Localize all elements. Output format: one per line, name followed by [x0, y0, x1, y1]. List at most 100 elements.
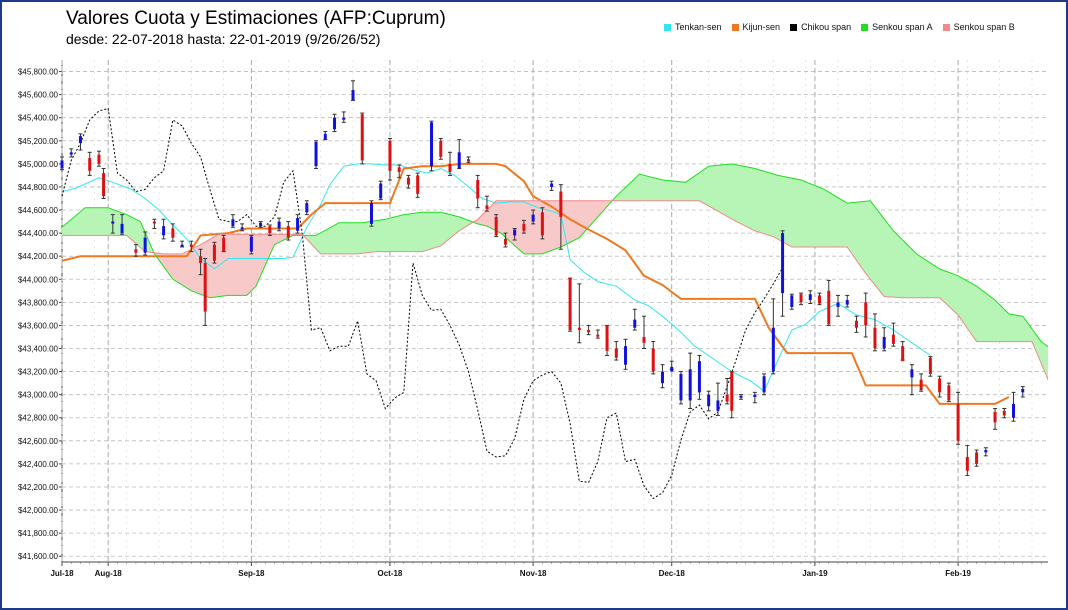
- kumo-cloud-segment: [648, 176, 654, 202]
- kumo-cloud-segment: [888, 223, 894, 298]
- candle-body: [771, 327, 775, 372]
- kumo-cloud-segment: [796, 178, 802, 248]
- candle-body: [531, 214, 535, 222]
- candle-body: [231, 219, 235, 227]
- kumo-cloud-segment: [343, 222, 349, 255]
- kumo-cloud-segment: [389, 216, 395, 252]
- candle-body: [559, 191, 563, 217]
- kumo-cloud-segment: [1008, 313, 1014, 342]
- candle-body: [854, 320, 858, 328]
- kumo-cloud-segment: [505, 200, 511, 243]
- candle-body: [388, 140, 392, 171]
- kumo-cloud-segment: [786, 176, 793, 248]
- kumo-cloud-segment: [89, 207, 95, 236]
- candle-body: [439, 140, 443, 157]
- candle-body: [476, 180, 480, 199]
- x-tick-label: Nov-18: [520, 569, 547, 578]
- candle-body: [993, 411, 997, 423]
- kumo-cloud-segment: [662, 179, 668, 202]
- kumo-cloud-segment: [348, 222, 354, 255]
- y-tick-label: $44,000.00: [18, 275, 59, 284]
- kumo-cloud-segment: [856, 201, 862, 268]
- candle-body: [171, 228, 175, 238]
- kumo-cloud-segment: [990, 295, 996, 342]
- candle-body: [928, 357, 932, 374]
- kumo-cloud-segment: [324, 227, 331, 255]
- candle-body: [550, 183, 554, 187]
- y-tick-label: $44,200.00: [18, 252, 59, 261]
- legend-item: Senkou span B: [942, 22, 1015, 32]
- kumo-cloud-segment: [939, 268, 945, 303]
- kumo-cloud-segment: [1045, 344, 1048, 381]
- kumo-cloud-segment: [334, 222, 340, 255]
- kumo-cloud-segment: [962, 277, 968, 330]
- kumo-cloud-segment: [773, 173, 779, 240]
- kumo-cloud-segment: [329, 224, 335, 255]
- candle-body: [416, 175, 420, 194]
- candle-body: [965, 456, 969, 471]
- kumo-cloud-segment: [883, 217, 890, 298]
- legend-item: Chikou span: [790, 22, 851, 32]
- candle-body: [670, 366, 674, 372]
- candle-body: [818, 295, 822, 304]
- legend-swatch: [861, 23, 869, 31]
- kumo-cloud-segment: [657, 178, 663, 202]
- kumo-cloud-segment: [957, 275, 964, 323]
- kumo-cloud-segment: [851, 201, 857, 262]
- candle-body: [975, 452, 979, 464]
- candle-body: [97, 154, 101, 164]
- kumo-cloud-segment: [528, 200, 534, 255]
- kumo-cloud-segment: [509, 200, 515, 247]
- kumo-cloud-segment: [823, 188, 830, 248]
- y-tick-label: $45,800.00: [18, 68, 59, 77]
- legend-item: Senkou span A: [861, 22, 933, 32]
- kumo-cloud-segment: [726, 163, 733, 220]
- kumo-cloud-segment: [837, 197, 843, 248]
- candle-body: [919, 379, 923, 391]
- kumo-cloud-segment: [1050, 349, 1055, 386]
- candle-body: [78, 136, 82, 144]
- x-tick-label: Sep-18: [238, 569, 265, 578]
- y-tick-label: $45,400.00: [18, 114, 59, 123]
- candle-body: [152, 221, 156, 224]
- kumo-cloud-segment: [994, 299, 1000, 342]
- y-tick-label: $41,800.00: [18, 529, 59, 538]
- kumo-cloud-segment: [380, 218, 386, 252]
- candle-body: [697, 361, 701, 393]
- kumo-cloud-segment: [763, 170, 770, 236]
- legend-label: Senkou span B: [953, 22, 1015, 32]
- kumo-cloud-segment: [980, 289, 987, 342]
- chart-legend: Tenkan-sen Kijun-sen Chikou span Senkou spa…: [664, 22, 1015, 32]
- candle-body: [180, 244, 184, 247]
- kumo-cloud-segment: [1017, 315, 1024, 342]
- kumo-cloud-segment: [338, 222, 345, 255]
- candle-body: [199, 256, 203, 264]
- kumo-cloud-segment: [232, 233, 238, 296]
- candle-body: [836, 302, 840, 307]
- candle-body: [1021, 388, 1025, 393]
- x-tick-label: Dec-18: [659, 569, 686, 578]
- series-tenkan-sen: [62, 163, 931, 392]
- y-tick-label: $45,600.00: [18, 91, 59, 100]
- candle-body: [212, 244, 216, 261]
- kumo-cloud-segment: [241, 233, 248, 296]
- y-tick-label: $42,600.00: [18, 437, 59, 446]
- series-senkou-span-b: [62, 200, 1048, 381]
- candle-body: [587, 330, 591, 333]
- candle-body: [448, 163, 452, 172]
- kumo-cloud-segment: [574, 200, 580, 241]
- kumo-cloud-segment: [1064, 359, 1066, 386]
- kumo-cloud-segment: [227, 233, 234, 296]
- kumo-cloud-segment: [500, 200, 506, 238]
- candle-body: [540, 212, 544, 236]
- kumo-cloud-segment: [440, 211, 446, 247]
- series-senkou-span-a: [62, 163, 1048, 348]
- kumo-cloud-segment: [435, 212, 442, 248]
- kumo-cloud-segment: [897, 234, 903, 299]
- candle-body: [522, 223, 526, 231]
- kumo-cloud-segment: [371, 220, 377, 253]
- kumo-cloud-segment: [671, 180, 677, 202]
- candle-body: [277, 221, 281, 229]
- candle-body: [730, 371, 734, 411]
- kumo-cloud-segment: [103, 207, 109, 236]
